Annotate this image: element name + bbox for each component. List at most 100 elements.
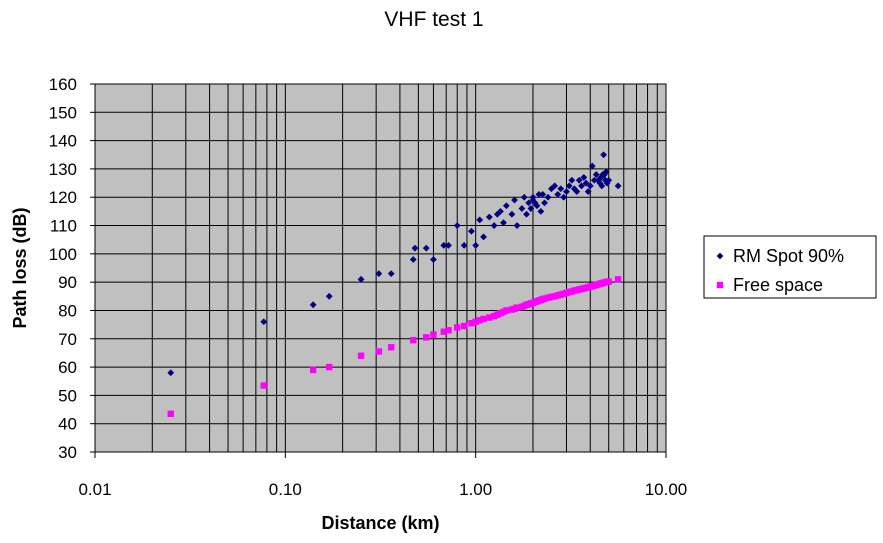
data-point: [476, 216, 484, 224]
y-tick-label: 160: [49, 75, 77, 94]
x-tick-label: 1.00: [459, 480, 492, 499]
data-point: [523, 210, 530, 218]
data-point: [597, 174, 605, 181]
legend-marker: [716, 252, 724, 260]
legend-label: RM Spot 90%: [733, 246, 844, 266]
data-point: [525, 199, 533, 207]
data-point: [454, 324, 461, 331]
data-point: [588, 162, 596, 170]
data-point: [605, 278, 612, 285]
plot-border: [94, 83, 667, 453]
data-point: [493, 210, 501, 218]
data-point: [600, 151, 607, 159]
data-point: [387, 270, 395, 278]
data-point: [480, 233, 487, 241]
data-point: [511, 196, 518, 204]
y-tick-label: 90: [58, 273, 77, 292]
data-point: [445, 327, 452, 334]
data-point: [513, 304, 521, 311]
data-point: [167, 410, 174, 417]
plot-area: [95, 84, 666, 452]
data-point: [453, 222, 461, 229]
data-point: [568, 176, 576, 184]
data-point: [520, 193, 528, 201]
data-point: [614, 276, 622, 283]
data-point: [411, 244, 419, 252]
x-axis-title: Distance (km): [321, 513, 439, 533]
x-tick-label: 0.10: [269, 480, 302, 499]
data-point: [357, 352, 365, 359]
data-point: [541, 199, 548, 207]
data-point: [529, 193, 537, 201]
data-point: [476, 317, 483, 324]
data-point: [490, 312, 498, 320]
data-point: [485, 213, 493, 221]
y-tick-label: 30: [58, 443, 77, 462]
data-point: [560, 193, 568, 201]
data-point: [573, 188, 581, 195]
data-point: [557, 185, 565, 193]
y-tick-label: 120: [49, 188, 77, 207]
data-point: [357, 275, 365, 283]
y-tick-labels: 30 40 50 60 70 80 90 100 110 120 130 140 150 160: [49, 75, 95, 462]
data-point: [544, 193, 552, 201]
data-point: [508, 210, 516, 218]
data-point: [518, 205, 526, 212]
data-point: [527, 205, 535, 212]
legend-box: [703, 235, 877, 299]
y-tick-label: 150: [49, 103, 77, 122]
x-tick-label: 10.00: [645, 480, 688, 499]
data-point: [440, 241, 448, 249]
x-tick-labels: 0.01 0.10 1.00 10.00: [78, 452, 687, 499]
data-point: [502, 202, 510, 210]
data-point: [578, 182, 585, 190]
data-point: [537, 207, 545, 215]
data-point: [548, 293, 555, 301]
y-tick-label: 70: [58, 330, 77, 349]
data-point: [490, 222, 498, 229]
data-point: [539, 191, 547, 198]
data-point: [410, 336, 417, 344]
data-point: [500, 219, 507, 227]
y-tick-label: 110: [50, 217, 77, 236]
y-tick-label: 80: [58, 301, 77, 320]
data-point: [409, 256, 417, 263]
data-point: [309, 301, 317, 309]
series-2: [167, 276, 622, 417]
data-point: [430, 256, 437, 263]
data-point: [554, 191, 562, 198]
data-point: [584, 188, 592, 195]
data-point: [602, 168, 610, 176]
data-point: [605, 176, 613, 184]
y-tick-label: 100: [49, 245, 77, 264]
data-point: [598, 182, 606, 190]
data-point: [565, 182, 573, 190]
data-point: [375, 270, 383, 278]
y-tick-label: 50: [58, 386, 77, 405]
data-point: [422, 244, 430, 252]
series-1: [167, 151, 622, 377]
data-point: [486, 314, 493, 321]
data-point: [533, 202, 541, 210]
series-layer: [167, 151, 622, 417]
data-point: [260, 382, 267, 389]
y-axis-title: Path loss (dB): [10, 207, 30, 328]
data-point: [423, 334, 430, 341]
data-point: [563, 188, 570, 195]
data-point: [535, 191, 543, 198]
x-tick-label: 0.01: [78, 480, 111, 499]
y-tick-label: 60: [58, 358, 77, 377]
y-tick-label: 130: [49, 160, 77, 179]
data-point: [472, 241, 480, 249]
data-point: [582, 179, 590, 187]
data-point: [260, 318, 268, 326]
chart-title: VHF test 1: [384, 8, 484, 31]
data-point: [325, 292, 333, 300]
data-point: [575, 176, 583, 184]
legend-marker: [716, 281, 724, 289]
data-point: [468, 320, 475, 327]
data-point: [503, 307, 510, 314]
data-point: [388, 344, 395, 351]
data-point: [460, 322, 468, 330]
